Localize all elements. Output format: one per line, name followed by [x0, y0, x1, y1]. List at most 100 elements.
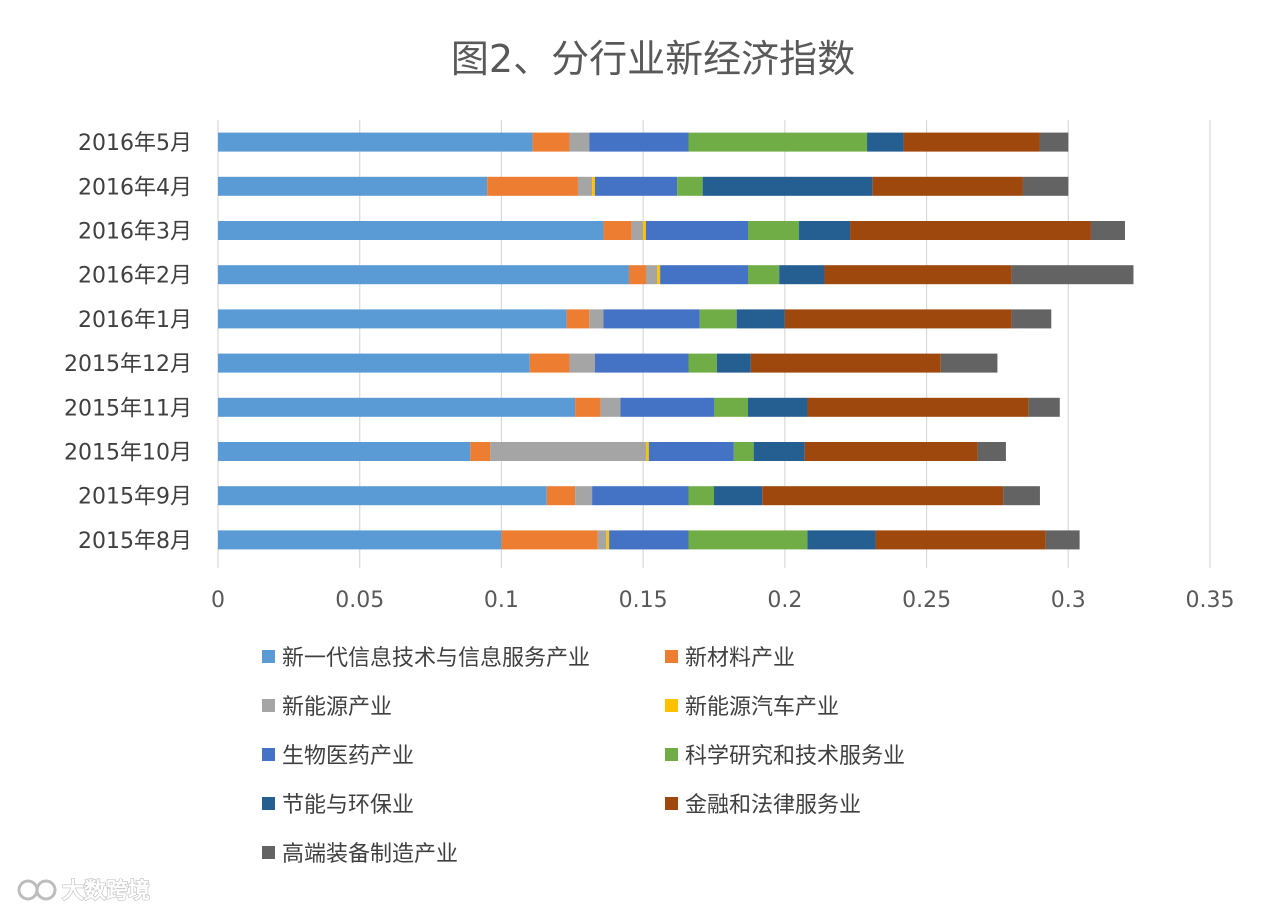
- bar-segment-s4-c5: [594, 353, 689, 373]
- bars: [218, 132, 1134, 550]
- x-tick-label: 0.25: [902, 588, 951, 613]
- bar-segment-s0-c0: [218, 132, 533, 152]
- bar-segment-s1-c8: [546, 486, 576, 506]
- bar-segment-s8-c7: [977, 442, 1006, 461]
- bar-segment-s8-c6: [1028, 397, 1060, 417]
- bar-segment-s2-c4: [589, 309, 604, 329]
- bar-segment-s2-c9: [597, 530, 607, 550]
- category-label: 2016年1月: [78, 308, 192, 333]
- legend-swatch: [262, 846, 275, 859]
- bar-segment-s0-c7: [218, 442, 471, 461]
- bar-segment-s4-c0: [589, 132, 689, 152]
- bar-segment-s4-c4: [603, 309, 700, 329]
- category-label: 2015年12月: [64, 352, 192, 377]
- legend-swatch: [262, 748, 275, 761]
- bar-segment-s1-c6: [575, 397, 601, 417]
- x-tick-label: 0.35: [1186, 588, 1235, 613]
- legend-label: 科学研究和技术服务业: [685, 744, 905, 769]
- bar-segment-s0-c1: [218, 176, 488, 196]
- category-label: 2016年4月: [78, 175, 192, 200]
- legend-label: 金融和法律服务业: [685, 793, 861, 818]
- category-label: 2015年11月: [64, 396, 192, 421]
- bar-segment-s4-c8: [592, 486, 689, 506]
- bar-segment-s6-c2: [799, 221, 851, 240]
- bar-segment-s7-c7: [804, 442, 978, 461]
- bar-segment-s2-c5: [569, 353, 595, 373]
- bar-segment-s4-c7: [648, 442, 734, 461]
- bar-segment-s3-c2: [643, 221, 646, 240]
- bar-segment-s1-c4: [566, 309, 590, 329]
- category-label: 2016年2月: [78, 264, 192, 289]
- bar-segment-s6-c6: [748, 397, 808, 417]
- bar-segment-s3-c1: [592, 176, 595, 196]
- bar-segment-s3-c9: [606, 530, 610, 550]
- bar-segment-s8-c4: [1011, 309, 1052, 329]
- category-label: 2015年8月: [78, 529, 192, 554]
- bar-segment-s5-c1: [677, 176, 703, 196]
- bar-segment-s1-c2: [603, 221, 632, 240]
- bar-segment-s0-c9: [218, 530, 502, 550]
- bar-segment-s6-c7: [753, 442, 805, 461]
- bar-segment-s8-c3: [1011, 265, 1134, 285]
- legend-label: 新一代信息技术与信息服务产业: [282, 646, 590, 671]
- bar-segment-s8-c8: [1003, 486, 1040, 506]
- x-tick-label: 0.1: [484, 588, 519, 613]
- bar-segment-s4-c3: [660, 265, 749, 285]
- bar-segment-s5-c8: [688, 486, 714, 506]
- legend-label: 高端装备制造产业: [282, 842, 458, 867]
- legend-label: 新能源产业: [282, 695, 392, 720]
- bar-segment-s7-c9: [875, 530, 1046, 550]
- category-label: 2015年10月: [64, 441, 192, 466]
- x-tick-label: 0.2: [767, 588, 802, 613]
- legend-label: 生物医药产业: [282, 744, 414, 769]
- bar-segment-s7-c2: [850, 221, 1091, 240]
- bar-segment-s0-c5: [218, 353, 530, 373]
- bar-segment-s8-c5: [940, 353, 998, 373]
- bar-segment-s2-c2: [631, 221, 644, 240]
- bar-segment-s6-c3: [779, 265, 825, 285]
- bar-segment-s4-c6: [620, 397, 714, 417]
- bar-segment-s5-c9: [688, 530, 808, 550]
- legend-swatch: [262, 797, 275, 810]
- bar-segment-s2-c6: [600, 397, 621, 417]
- bar-segment-s7-c1: [872, 176, 1023, 196]
- x-tick-label: 0.3: [1051, 588, 1086, 613]
- bar-segment-s8-c0: [1039, 132, 1069, 152]
- legend-swatch: [262, 699, 275, 712]
- bar-segment-s1-c3: [628, 265, 646, 285]
- legend-swatch: [665, 748, 678, 761]
- legend-swatch: [665, 699, 678, 712]
- bar-segment-s3-c7: [645, 442, 649, 461]
- bar-segment-s7-c0: [903, 132, 1040, 152]
- bar-segment-s6-c1: [702, 176, 873, 196]
- bar-segment-s8-c9: [1045, 530, 1080, 550]
- legend-swatch: [665, 650, 678, 663]
- legend-swatch: [665, 797, 678, 810]
- bar-segment-s2-c3: [645, 265, 658, 285]
- bar-segment-s6-c8: [714, 486, 763, 506]
- bar-segment-s1-c5: [529, 353, 570, 373]
- category-label: 2016年5月: [78, 131, 192, 156]
- bar-segment-s7-c4: [784, 309, 1012, 329]
- legend-label: 新材料产业: [685, 646, 795, 671]
- bar-segment-s5-c2: [748, 221, 800, 240]
- bar-segment-s1-c7: [470, 442, 491, 461]
- bar-segment-s1-c0: [532, 132, 570, 152]
- bar-segment-s4-c1: [594, 176, 678, 196]
- bar-segment-s2-c0: [569, 132, 590, 152]
- watermark-logo-icon: [17, 879, 57, 901]
- bar-segment-s2-c1: [577, 176, 593, 196]
- bar-segment-s0-c2: [218, 221, 604, 240]
- bar-segment-s1-c1: [487, 176, 578, 196]
- value-axis-labels: 0 0.05 0.1 0.15 0.2 0.25 0.3 0.35: [211, 588, 1234, 613]
- bar-segment-s0-c6: [218, 397, 576, 417]
- x-tick-label: 0.05: [335, 588, 384, 613]
- bar-segment-s5-c6: [714, 397, 749, 417]
- bar-segment-s8-c2: [1090, 221, 1125, 240]
- category-axis-labels: 2016年5月 2016年4月 2016年3月 2016年2月 2016年1月 2015年…: [64, 131, 192, 554]
- bar-segment-s2-c8: [575, 486, 593, 506]
- bar-segment-s0-c4: [218, 309, 567, 329]
- bar-segment-s4-c9: [609, 530, 689, 550]
